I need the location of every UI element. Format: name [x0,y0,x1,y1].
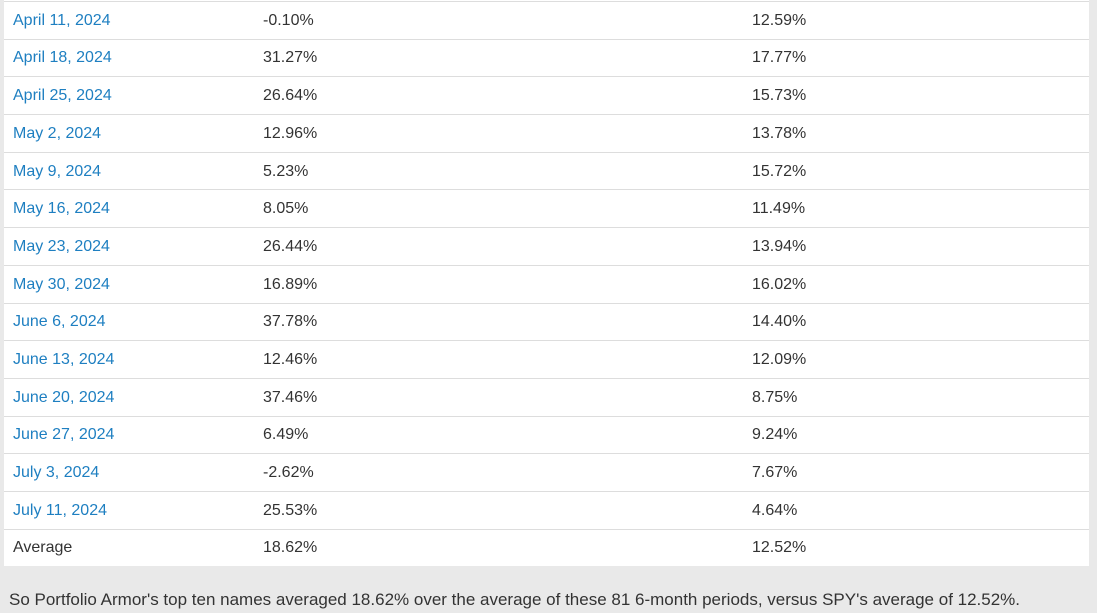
table-row: June 27, 2024 6.49% 9.24% [4,415,1089,454]
portfolio-return-value: 12.96% [263,124,318,142]
spy-return-value: 12.59% [752,11,807,29]
date-link[interactable]: April 25, 2024 [13,87,112,105]
date-link[interactable]: June 13, 2024 [13,350,115,368]
portfolio-return-value: 16.89% [263,275,318,293]
table-row: June 6, 2024 37.78% 14.40% [4,302,1089,341]
date-link[interactable]: April 11, 2024 [13,11,111,29]
date-link[interactable]: June 20, 2024 [13,388,115,406]
spy-return-value: 12.09% [752,350,807,368]
portfolio-return-value: 37.46% [263,388,318,406]
table-row: June 13, 2024 12.46% 12.09% [4,340,1089,378]
spy-return-value: 14.40% [752,313,807,331]
date-link[interactable]: June 6, 2024 [13,313,106,331]
portfolio-return-value: 26.44% [263,237,318,255]
portfolio-return-value: -2.62% [263,464,314,481]
portfolio-return-value: 26.64% [263,87,318,105]
table-row: April 18, 2024 31.27% 17.77% [4,38,1089,77]
spy-return-value: 16.02% [752,275,807,293]
table-row: April 25, 2024 26.64% 15.73% [4,76,1089,115]
spy-return-value: 13.78% [752,124,807,142]
spy-return-value: 7.67% [752,464,798,481]
table-row: May 16, 2024 8.05% 11.49% [4,189,1089,228]
date-link[interactable]: May 30, 2024 [13,275,110,293]
table-row: June 20, 2024 37.46% 8.75% [4,377,1089,416]
table-row: May 9, 2024 5.23% 15.72% [4,151,1089,190]
returns-table: April 11, 2024 -0.10% 12.59% April 18, 2… [4,0,1089,567]
spy-return-value: 4.64% [752,501,798,519]
row-label: Average [13,539,73,557]
date-link[interactable]: May 2, 2024 [13,124,102,142]
table-row: May 23, 2024 26.44% 13.94% [4,227,1089,265]
portfolio-return-value: -0.10% [263,11,314,29]
spy-return-value: 8.75% [752,388,798,406]
spy-return-value: 9.24% [752,426,798,444]
spy-return-value: 13.94% [752,237,807,255]
portfolio-return-value: 31.27% [263,49,318,67]
portfolio-return-value: 37.78% [263,313,318,331]
spy-return-value: 17.77% [752,49,807,67]
portfolio-return-value: 6.49% [263,426,309,444]
date-link[interactable]: June 27, 2024 [13,426,115,444]
date-link[interactable]: May 9, 2024 [13,162,102,180]
spy-return-value: 15.72% [752,162,807,180]
date-link[interactable]: July 3, 2024 [13,464,100,481]
table-row: July 3, 2024 -2.62% 7.67% [4,453,1089,491]
date-link[interactable]: May 23, 2024 [13,237,110,255]
portfolio-return-value: 5.23% [263,162,309,180]
portfolio-return-value: 25.53% [263,501,318,519]
date-link[interactable]: May 16, 2024 [13,200,110,218]
date-link[interactable]: April 18, 2024 [13,49,112,67]
date-link[interactable]: July 11, 2024 [13,501,107,519]
table-row: May 30, 2024 16.89% 16.02% [4,264,1089,303]
spy-return-value: 11.49% [752,200,806,218]
summary-text: So Portfolio Armor's top ten names avera… [9,590,1021,610]
table-row: Average 18.62% 12.52% [4,528,1089,567]
portfolio-return-value: 12.46% [263,350,318,368]
table-row: April 11, 2024 -0.10% 12.59% [4,1,1089,39]
portfolio-return-value: 8.05% [263,200,309,218]
spy-return-value: 12.52% [752,539,807,557]
spy-return-value: 15.73% [752,87,807,105]
table-row: July 11, 2024 25.53% 4.64% [4,490,1089,529]
table-row: May 2, 2024 12.96% 13.78% [4,114,1089,152]
portfolio-return-value: 18.62% [263,539,318,557]
